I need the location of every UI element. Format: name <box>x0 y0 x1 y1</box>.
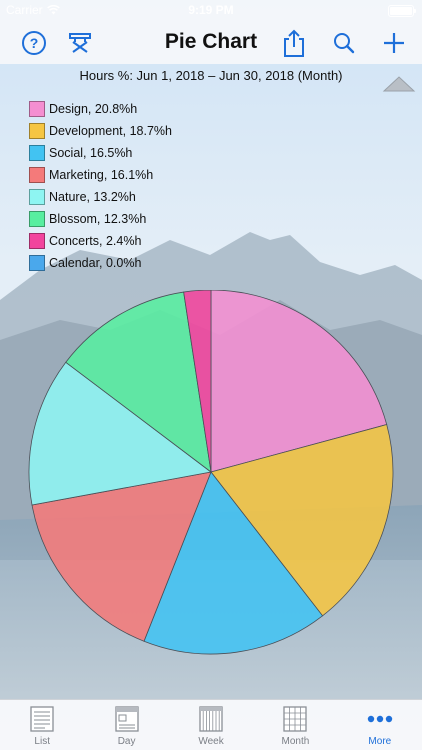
pie-slice-nature[interactable] <box>28 361 212 506</box>
share-icon <box>284 29 304 57</box>
chart-subtitle: Hours %: Jun 1, 2018 – Jun 30, 2018 (Mon… <box>79 68 343 83</box>
tools-icon <box>69 33 91 53</box>
legend-swatch <box>29 211 45 227</box>
legend-label: Blossom, 12.3%h <box>49 212 147 226</box>
legend-swatch <box>29 167 45 183</box>
legend-label: Concerts, 2.4%h <box>49 234 142 248</box>
legend-label: Nature, 13.2%h <box>49 190 136 204</box>
legend-swatch <box>29 101 45 117</box>
carrier-label: Carrier <box>6 3 43 17</box>
month-icon <box>283 706 308 732</box>
pie-chart[interactable] <box>0 290 422 680</box>
svg-text:?: ? <box>30 35 39 51</box>
legend-item-social: Social, 16.5%h <box>29 142 172 164</box>
share-button[interactable] <box>278 27 310 59</box>
pie-slice-blossom[interactable] <box>65 291 212 473</box>
legend-item-development: Development, 18.7%h <box>29 120 172 142</box>
tab-week[interactable]: Week <box>169 700 253 750</box>
legend-item-design: Design, 20.8%h <box>29 98 172 120</box>
wifi-icon <box>46 5 60 15</box>
tab-label: More <box>368 736 392 747</box>
tools-button[interactable] <box>64 27 96 59</box>
pie-slice-design[interactable] <box>210 290 388 473</box>
week-icon <box>199 706 223 732</box>
plus-icon <box>384 33 404 53</box>
status-time: 9:19 PM <box>188 3 234 17</box>
tab-label: Week <box>198 736 224 747</box>
battery-icon <box>388 5 416 17</box>
legend-label: Marketing, 16.1%h <box>49 168 154 182</box>
search-icon <box>334 33 355 54</box>
tab-month[interactable]: Month <box>253 700 337 750</box>
tab-day[interactable]: Day <box>84 700 168 750</box>
tab-label: Month <box>281 736 310 747</box>
legend-item-concerts: Concerts, 2.4%h <box>29 230 172 252</box>
help-icon: ? <box>22 31 46 55</box>
day-icon <box>114 706 139 732</box>
legend-swatch <box>29 189 45 205</box>
legend-item-blossom: Blossom, 12.3%h <box>29 208 172 230</box>
legend-swatch <box>29 233 45 249</box>
pie-slice-development[interactable] <box>210 424 394 617</box>
legend-label: Calendar, 0.0%h <box>49 256 142 270</box>
legend-label: Social, 16.5%h <box>49 146 133 160</box>
list-icon <box>30 706 54 732</box>
help-button[interactable]: ? <box>18 27 50 59</box>
status-bar: Carrier 9:19 PM <box>0 0 422 20</box>
tab-list[interactable]: List <box>0 700 84 750</box>
navigation-bar: ? Pie Chart <box>0 0 422 64</box>
legend-swatch <box>29 255 45 271</box>
legend-label: Design, 20.8%h <box>49 102 138 116</box>
legend-swatch <box>29 145 45 161</box>
page-title: Pie Chart <box>164 30 258 53</box>
tab-label: Day <box>117 736 136 747</box>
legend-swatch <box>29 123 45 139</box>
legend-item-nature: Nature, 13.2%h <box>29 186 172 208</box>
tab-label: List <box>34 736 50 747</box>
add-button[interactable] <box>378 27 410 59</box>
legend-label: Development, 18.7%h <box>49 124 172 138</box>
tab-more[interactable]: More <box>338 700 422 750</box>
search-button[interactable] <box>328 27 360 59</box>
chart-legend: Design, 20.8%h Development, 18.7%h Socia… <box>29 98 172 274</box>
pie-slice-social[interactable] <box>143 471 324 655</box>
legend-item-calendar: Calendar, 0.0%h <box>29 252 172 274</box>
collapse-triangle-icon[interactable] <box>382 74 416 94</box>
carrier-indicator: Carrier <box>6 3 60 17</box>
pie-slice-marketing[interactable] <box>31 471 212 642</box>
legend-item-marketing: Marketing, 16.1%h <box>29 164 172 186</box>
pie-slice-concerts[interactable] <box>183 290 212 473</box>
tab-bar: List Day Week <box>0 699 422 750</box>
more-icon <box>367 715 393 723</box>
